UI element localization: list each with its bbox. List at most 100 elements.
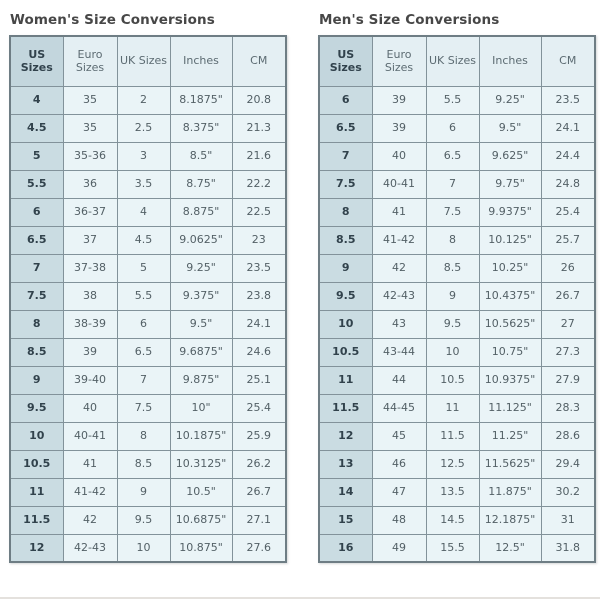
table-cell: 47: [371, 477, 427, 507]
table-cell: 12.5: [425, 449, 480, 479]
table-cell: 40-41: [62, 421, 118, 451]
table-cell: 7: [116, 365, 171, 395]
table-cell: 8: [425, 225, 480, 255]
table-cell: 23.5: [231, 253, 287, 283]
column-header-inches: Inches: [169, 35, 233, 87]
table-cell: 10.5": [169, 477, 233, 507]
table-cell: 8.5: [116, 449, 171, 479]
table-row: 5.5 36 3.5 8.75" 22.2: [9, 169, 287, 199]
table-row: 11 44 10.5 10.9375" 27.9: [318, 365, 596, 395]
table-row: 7 40 6.5 9.625" 24.4: [318, 141, 596, 171]
us-size-cell: 4.5: [9, 113, 64, 143]
us-size-cell: 6: [9, 197, 64, 227]
table-cell: 39: [371, 85, 427, 115]
table-cell: 44-45: [371, 393, 427, 423]
mens-conversions-section: Men's Size Conversions US Sizes Euro Size…: [318, 0, 596, 563]
us-size-cell: 4: [9, 85, 64, 115]
table-cell: 41: [371, 197, 427, 227]
table-cell: 25.9: [231, 421, 287, 451]
table-cell: 2: [116, 85, 171, 115]
table-row: 10 40-41 8 10.1875" 25.9: [9, 421, 287, 451]
us-size-cell: 13: [318, 449, 373, 479]
table-cell: 6: [425, 113, 480, 143]
table-cell: 10: [116, 533, 171, 563]
table-cell: 5.5: [116, 281, 171, 311]
table-cell: 9.9375": [478, 197, 542, 227]
table-cell: 6.5: [425, 141, 480, 171]
table-cell: 45: [371, 421, 427, 451]
table-cell: 48: [371, 505, 427, 535]
table-row: 6 36-37 4 8.875" 22.5: [9, 197, 287, 227]
table-cell: 10.125": [478, 225, 542, 255]
us-size-cell: 7.5: [318, 169, 373, 199]
us-size-cell: 10.5: [9, 449, 64, 479]
table-row: 8 38-39 6 9.5" 24.1: [9, 309, 287, 339]
table-cell: 11.125": [478, 393, 542, 423]
table-cell: 8.5: [425, 253, 480, 283]
table-cell: 25.4: [540, 197, 596, 227]
table-cell: 38: [62, 281, 118, 311]
table-cell: 14.5: [425, 505, 480, 535]
table-row: 10.5 43-44 10 10.75" 27.3: [318, 337, 596, 367]
column-header-us-sizes: US Sizes: [9, 35, 64, 87]
table-cell: 24.6: [231, 337, 287, 367]
table-cell: 28.6: [540, 421, 596, 451]
table-row: 7.5 40-41 7 9.75" 24.8: [318, 169, 596, 199]
table-cell: 46: [371, 449, 427, 479]
us-size-cell: 10: [318, 309, 373, 339]
us-size-cell: 11.5: [9, 505, 64, 535]
table-cell: 23.8: [231, 281, 287, 311]
table-row: 16 49 15.5 12.5" 31.8: [318, 533, 596, 563]
size-conversions-page: Women's Size Conversions US Sizes Euro Si…: [9, 0, 596, 563]
table-cell: 26: [540, 253, 596, 283]
table-row: 10.5 41 8.5 10.3125" 26.2: [9, 449, 287, 479]
table-cell: 39-40: [62, 365, 118, 395]
table-cell: 6: [116, 309, 171, 339]
table-cell: 36-37: [62, 197, 118, 227]
table-cell: 9.375": [169, 281, 233, 311]
table-cell: 8.1875": [169, 85, 233, 115]
table-cell: 9.5: [425, 309, 480, 339]
table-row: 5 35-36 3 8.5" 21.6: [9, 141, 287, 171]
us-size-cell: 11.5: [318, 393, 373, 423]
table-row: 8 41 7.5 9.9375" 25.4: [318, 197, 596, 227]
table-cell: 21.6: [231, 141, 287, 171]
us-size-cell: 11: [9, 477, 64, 507]
table-cell: 28.3: [540, 393, 596, 423]
table-cell: 24.4: [540, 141, 596, 171]
table-cell: 9.0625": [169, 225, 233, 255]
table-cell: 41-42: [62, 477, 118, 507]
table-row: 11 41-42 9 10.5" 26.7: [9, 477, 287, 507]
table-cell: 7: [425, 169, 480, 199]
table-cell: 9.875": [169, 365, 233, 395]
us-size-cell: 9: [9, 365, 64, 395]
table-cell: 8: [116, 421, 171, 451]
table-cell: 6.5: [116, 337, 171, 367]
table-cell: 11.875": [478, 477, 542, 507]
table-cell: 11.5: [425, 421, 480, 451]
us-size-cell: 12: [9, 533, 64, 563]
table-cell: 37-38: [62, 253, 118, 283]
table-cell: 39: [371, 113, 427, 143]
table-cell: 29.4: [540, 449, 596, 479]
table-row: 11.5 42 9.5 10.6875" 27.1: [9, 505, 287, 535]
table-cell: 42-43: [371, 281, 427, 311]
column-header-uk-sizes: UK Sizes: [425, 35, 480, 87]
column-header-uk-sizes: UK Sizes: [116, 35, 171, 87]
table-cell: 5.5: [425, 85, 480, 115]
us-size-cell: 9.5: [318, 281, 373, 311]
us-size-cell: 8.5: [318, 225, 373, 255]
table-row: 6.5 39 6 9.5" 24.1: [318, 113, 596, 143]
table-row: 14 47 13.5 11.875" 30.2: [318, 477, 596, 507]
table-cell: 35: [62, 113, 118, 143]
table-cell: 12.5": [478, 533, 542, 563]
table-cell: 31.8: [540, 533, 596, 563]
table-cell: 9.625": [478, 141, 542, 171]
table-cell: 30.2: [540, 477, 596, 507]
table-cell: 11.5625": [478, 449, 542, 479]
us-size-cell: 6.5: [9, 225, 64, 255]
us-size-cell: 12: [318, 421, 373, 451]
table-cell: 35: [62, 85, 118, 115]
column-header-euro-sizes: Euro Sizes: [62, 35, 118, 87]
table-cell: 4: [116, 197, 171, 227]
